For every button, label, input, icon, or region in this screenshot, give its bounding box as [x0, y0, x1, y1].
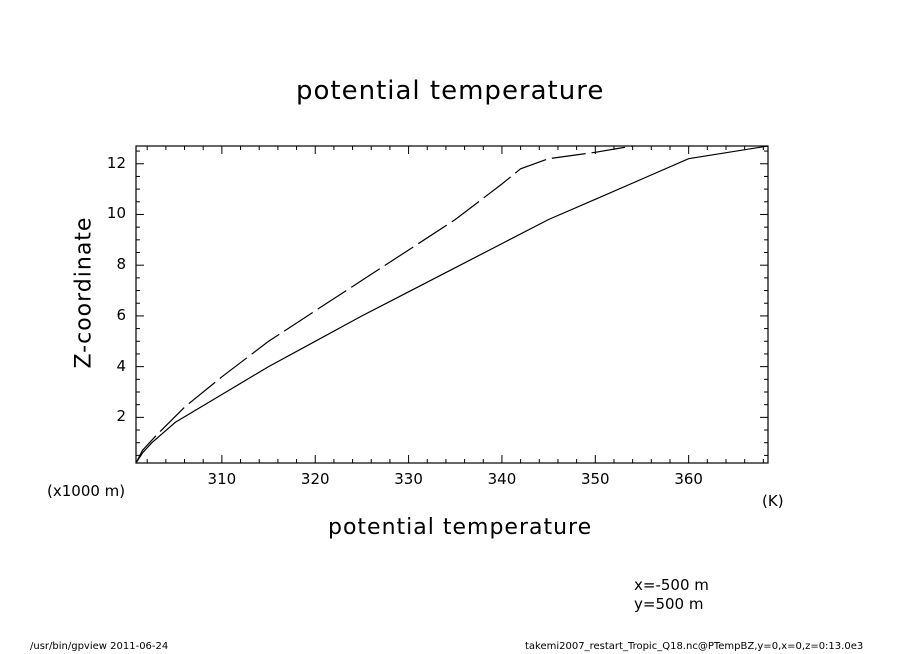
y-tick-label: 2: [116, 407, 126, 426]
x-axis-unit: (K): [762, 492, 784, 510]
y-tick-label: 8: [116, 255, 126, 274]
chart-title: potential temperature: [296, 76, 605, 106]
y-axis-unit: (x1000 m): [47, 482, 126, 500]
x-tick-label: 330: [394, 470, 423, 488]
y-coordinate-info: y=500 m: [634, 595, 704, 613]
x-axis-label: potential temperature: [328, 515, 593, 540]
x-tick-label: 340: [487, 470, 517, 488]
y-tick-label: 6: [116, 305, 126, 324]
y-axis-label: Z-coordinate: [71, 216, 97, 369]
x-tick-label: 310: [207, 470, 237, 488]
x-coordinate-info: x=-500 m: [634, 576, 709, 594]
plot-frame: [135, 145, 769, 464]
x-tick-label: 350: [580, 470, 610, 488]
y-tick-label: 12: [106, 153, 126, 172]
footer-program-date: /usr/bin/gpview 2011-06-24: [30, 641, 169, 652]
series-line-dashed: [135, 145, 633, 464]
x-tick-label: 320: [300, 470, 330, 488]
axis-ticks: [136, 146, 768, 463]
y-tick-label: 10: [106, 204, 126, 223]
series-group: [135, 145, 769, 464]
y-tick-label: 4: [116, 356, 126, 375]
series-line-solid: [135, 145, 769, 464]
x-tick-label: 360: [674, 470, 703, 488]
footer-source-file: takemi2007_restart_Tropic_Q18.nc@PTempBZ…: [525, 641, 864, 652]
